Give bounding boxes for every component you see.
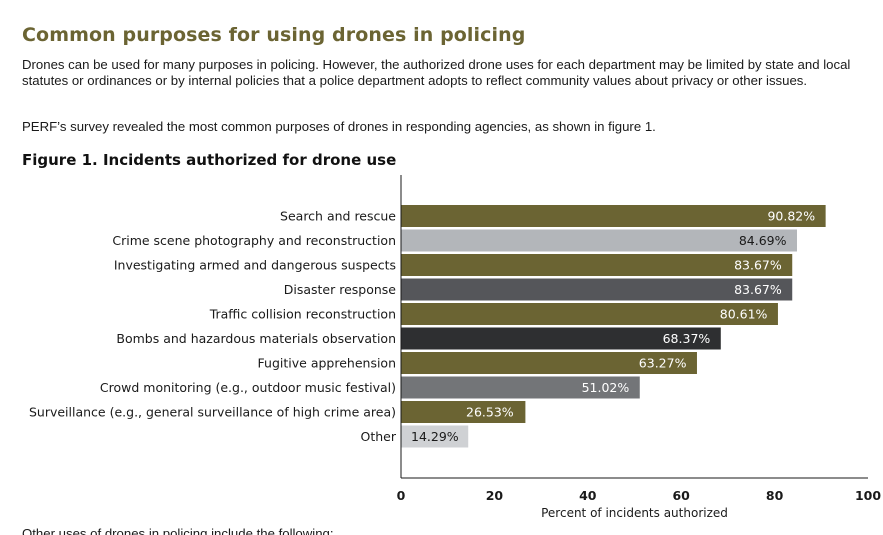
next-section-text: Other uses of drones in policing include…: [22, 526, 334, 535]
value-label-3: 83.67%: [734, 282, 782, 297]
value-label-2: 83.67%: [734, 258, 782, 273]
x-tick-4: 80: [766, 488, 784, 503]
section-heading: Common purposes for using drones in poli…: [22, 24, 526, 46]
bar-3: [401, 278, 793, 301]
x-tick-1: 20: [486, 488, 504, 503]
value-label-0: 90.82%: [767, 209, 815, 224]
value-label-7: 51.02%: [582, 380, 630, 395]
bars-layer: [401, 205, 826, 448]
bar-6: [401, 352, 697, 374]
category-label-6: Fugitive apprehension: [258, 356, 396, 371]
bar-9: [401, 425, 469, 448]
category-label-7: Crowd monitoring (e.g., outdoor music fe…: [100, 380, 396, 395]
intro-paragraph: Drones can be used for many purposes in …: [22, 57, 851, 88]
category-label-2: Investigating armed and dangerous suspec…: [114, 258, 396, 273]
category-label-8: Surveillance (e.g., general surveillance…: [29, 405, 396, 420]
category-labels: Search and rescue Crime scene photography…: [29, 209, 397, 445]
category-label-4: Traffic collision reconstruction: [209, 307, 396, 322]
value-labels: 90.82% 84.69% 83.67% 83.67% 80.61% 68.37% 63.2…: [411, 209, 815, 445]
figure-title: Figure 1. Incidents authorized for drone…: [22, 151, 397, 169]
value-label-8: 26.53%: [466, 405, 514, 420]
x-tick-0: 0: [397, 488, 406, 503]
bar-4: [401, 303, 778, 325]
survey-paragraph: PERF’s survey revealed the most common p…: [22, 119, 656, 134]
bar-2: [401, 254, 793, 276]
bar-1: [401, 229, 798, 252]
x-tick-2: 40: [579, 488, 597, 503]
value-label-6: 63.27%: [639, 356, 687, 371]
value-label-9: 14.29%: [411, 429, 459, 444]
value-label-1: 84.69%: [739, 233, 787, 248]
category-label-9: Other: [361, 429, 397, 444]
category-label-0: Search and rescue: [280, 209, 396, 224]
bar-8: [401, 401, 526, 423]
category-label-1: Crime scene photography and reconstructi…: [112, 233, 396, 248]
category-label-3: Disaster response: [284, 282, 397, 297]
bar-7: [401, 376, 640, 399]
value-label-4: 80.61%: [720, 307, 768, 322]
x-tick-5: 100: [855, 488, 881, 503]
bar-0: [401, 205, 826, 227]
bar-5: [401, 327, 721, 350]
value-label-5: 68.37%: [663, 331, 711, 346]
x-axis-title: Percent of incidents authorized: [541, 506, 728, 520]
x-tick-labels: 0 20 40 60 80 100: [397, 488, 882, 503]
category-label-5: Bombs and hazardous materials observatio…: [116, 331, 396, 346]
x-tick-3: 60: [672, 488, 690, 503]
